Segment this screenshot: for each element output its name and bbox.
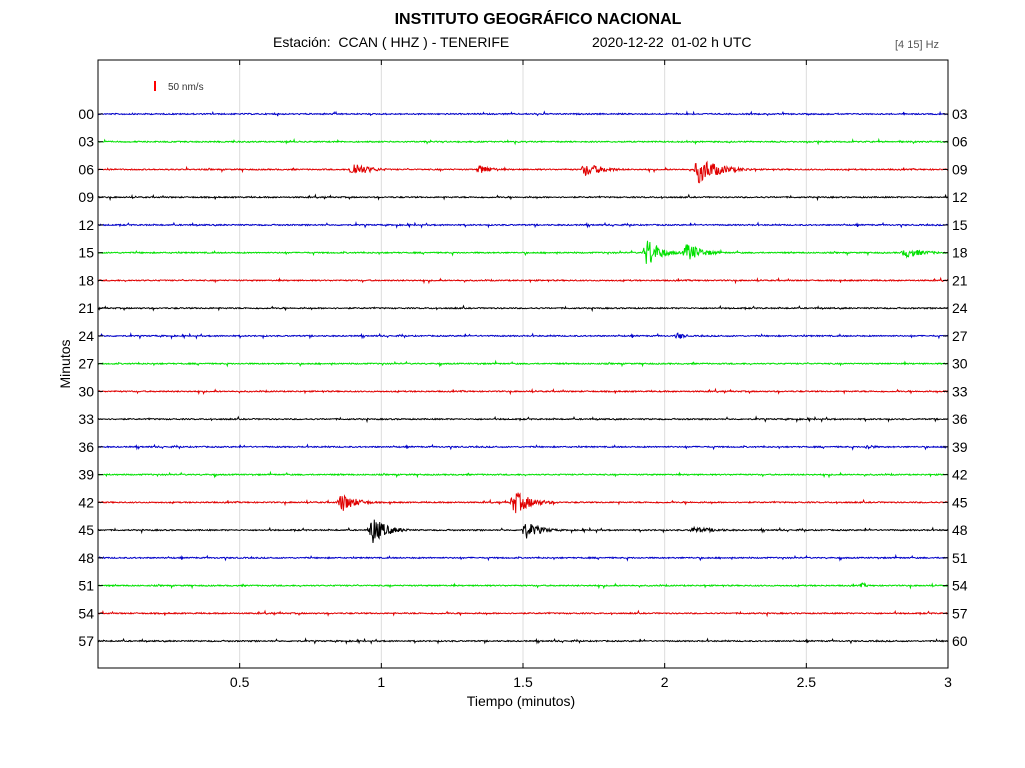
x-tick-label: 1: [377, 674, 385, 690]
x-tick-label: 2: [661, 674, 669, 690]
y-tick-label-left: 15: [78, 245, 94, 261]
y-tick-label-right: 57: [952, 605, 968, 621]
frequency-band-label: [4 15] Hz: [895, 39, 940, 51]
trace-06: [97, 160, 949, 184]
trace-39: [97, 470, 949, 479]
y-tick-label-left: 03: [78, 134, 94, 150]
trace-36: [98, 443, 949, 451]
y-tick-label-right: 15: [952, 217, 968, 233]
y-tick-label-left: 27: [78, 356, 94, 372]
y-tick-label-left: 36: [78, 439, 94, 455]
y-tick-label-left: 24: [78, 328, 94, 344]
y-tick-label-left: 51: [78, 578, 94, 594]
y-tick-label-left: 33: [78, 411, 94, 427]
trace-00: [97, 110, 949, 117]
x-tick-label: 3: [944, 674, 952, 690]
y-tick-label-right: 48: [952, 522, 968, 538]
y-tick-label-right: 45: [952, 494, 968, 510]
y-tick-label-right: 06: [952, 134, 968, 150]
y-tick-label-right: 42: [952, 467, 968, 483]
y-tick-label-left: 54: [78, 605, 94, 621]
datetime-label: 2020-12-22 01-02 h UTC: [592, 34, 752, 50]
y-tick-label-left: 00: [78, 106, 94, 122]
trace-42: [97, 492, 949, 514]
trace-15: [97, 240, 949, 264]
y-tick-label-right: 09: [952, 161, 968, 177]
y-tick-label-left: 21: [78, 300, 94, 316]
y-axis-ticks: 00 03 03 06 06 09 09 12 12 15 15 18 18 21 21 24 24 27 27 30…: [78, 106, 967, 649]
seismic-traces: [97, 110, 949, 645]
trace-54: [97, 609, 949, 618]
trace-27: [97, 359, 949, 368]
trace-21: [97, 304, 949, 313]
y-tick-label-right: 12: [952, 189, 968, 205]
x-tick-label: 0.5: [230, 674, 250, 690]
scale-bar-label: 50 nm/s: [168, 82, 204, 93]
station-label: Estación: CCAN ( HHZ ) - TENERIFE: [273, 34, 510, 50]
trace-03: [97, 137, 949, 146]
x-axis-label: Tiempo (minutos): [467, 693, 575, 709]
y-tick-label-right: 27: [952, 328, 968, 344]
y-tick-label-left: 09: [78, 189, 94, 205]
y-tick-label-right: 51: [952, 550, 968, 566]
trace-09: [97, 193, 949, 202]
y-tick-label-left: 45: [78, 522, 94, 538]
trace-48: [97, 553, 949, 562]
y-tick-label-left: 06: [78, 161, 94, 177]
y-tick-label-left: 30: [78, 383, 94, 399]
trace-45: [97, 519, 949, 544]
y-tick-label-left: 12: [78, 217, 94, 233]
y-tick-label-right: 03: [952, 106, 968, 122]
trace-51: [97, 582, 949, 590]
y-tick-label-right: 60: [952, 633, 968, 649]
y-tick-label-left: 42: [78, 494, 94, 510]
trace-12: [97, 220, 949, 229]
trace-18: [97, 276, 949, 285]
y-tick-label-right: 36: [952, 411, 968, 427]
y-tick-label-left: 39: [78, 467, 94, 483]
x-axis-ticks: 0.5 1 1.5 2 2.5 3: [230, 60, 952, 690]
y-tick-label-right: 21: [952, 272, 968, 288]
trace-57: [97, 637, 949, 645]
trace-33: [97, 415, 949, 424]
y-tick-label-right: 30: [952, 356, 968, 372]
y-tick-label-right: 33: [952, 383, 968, 399]
trace-24: [97, 331, 949, 340]
y-tick-label-right: 18: [952, 245, 968, 261]
trace-30: [97, 387, 949, 396]
y-tick-label-right: 39: [952, 439, 968, 455]
y-tick-label-right: 24: [952, 300, 968, 316]
y-axis-label: Minutos: [57, 339, 73, 388]
y-tick-label-left: 18: [78, 272, 94, 288]
page-title: INSTITUTO GEOGRÁFICO NACIONAL: [394, 11, 682, 28]
y-tick-label-left: 48: [78, 550, 94, 566]
y-tick-label-right: 54: [952, 578, 968, 594]
y-tick-label-left: 57: [78, 633, 94, 649]
x-tick-label: 2.5: [797, 674, 817, 690]
x-tick-label: 1.5: [513, 674, 533, 690]
